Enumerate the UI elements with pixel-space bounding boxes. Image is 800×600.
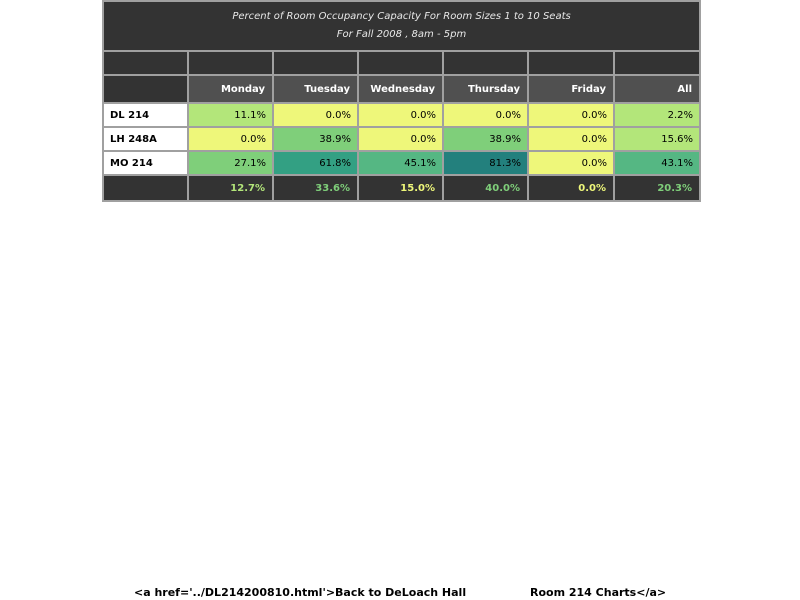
total-cell: 0.0%	[527, 174, 615, 202]
table-row: LH 248A 0.0% 38.9% 0.0% 38.9% 0.0% 15.6%	[102, 126, 702, 152]
column-header-row: Monday Tuesday Wednesday Thursday Friday…	[102, 74, 702, 104]
title-line-1: Percent of Room Occupancy Capacity For R…	[232, 11, 571, 22]
total-cell: 15.0%	[357, 174, 444, 202]
occupancy-cell: 43.1%	[612, 150, 702, 176]
table-row: MO 214 27.1% 61.8% 45.1% 81.3% 0.0% 43.1%	[102, 150, 702, 176]
occupancy-cell: 11.1%	[187, 102, 274, 128]
room-charts-link-text[interactable]: Room 214 Charts</a>	[530, 586, 667, 599]
occupancy-cell: 15.6%	[612, 126, 702, 152]
occupancy-cell: 0.0%	[272, 102, 359, 128]
column-header-monday: Monday	[187, 74, 274, 104]
column-header-friday: Friday	[527, 74, 615, 104]
column-header-tuesday: Tuesday	[272, 74, 359, 104]
column-header-thursday: Thursday	[442, 74, 529, 104]
spacer-row	[102, 50, 702, 76]
spacer-cell	[442, 50, 529, 76]
spacer-cell	[357, 50, 444, 76]
total-cell: 12.7%	[187, 174, 274, 202]
total-cell: 40.0%	[442, 174, 529, 202]
occupancy-cell: 0.0%	[527, 126, 615, 152]
row-label: MO 214	[102, 150, 189, 176]
spacer-cell	[187, 50, 274, 76]
spacer-cell	[102, 50, 189, 76]
column-header-wednesday: Wednesday	[357, 74, 444, 104]
total-cell: 33.6%	[272, 174, 359, 202]
spacer-cell	[612, 50, 702, 76]
spacer-cell	[527, 50, 615, 76]
occupancy-cell: 0.0%	[357, 126, 444, 152]
occupancy-cell: 2.2%	[612, 102, 702, 128]
row-label: LH 248A	[102, 126, 189, 152]
occupancy-table: Percent of Room Occupancy Capacity For R…	[101, 0, 702, 202]
occupancy-cell: 27.1%	[187, 150, 274, 176]
occupancy-cell: 0.0%	[357, 102, 444, 128]
title-line-2: For Fall 2008 , 8am - 5pm	[336, 29, 467, 40]
total-cell: 20.3%	[612, 174, 702, 202]
occupancy-cell: 45.1%	[357, 150, 444, 176]
totals-row: 12.7% 33.6% 15.0% 40.0% 0.0% 20.3%	[102, 174, 702, 202]
occupancy-cell: 38.9%	[442, 126, 529, 152]
occupancy-cell: 0.0%	[187, 126, 274, 152]
occupancy-cell: 0.0%	[527, 150, 615, 176]
title-row: Percent of Room Occupancy Capacity For R…	[101, 0, 702, 52]
occupancy-cell: 0.0%	[527, 102, 615, 128]
occupancy-cell: 61.8%	[272, 150, 359, 176]
occupancy-cell: 0.0%	[442, 102, 529, 128]
footer: <a href='../DL214200810.html'>Back to De…	[0, 586, 800, 600]
column-header-all: All	[612, 74, 702, 104]
occupancy-cell: 38.9%	[272, 126, 359, 152]
spacer-cell	[272, 50, 359, 76]
row-label: DL 214	[102, 102, 189, 128]
table-title: Percent of Room Occupancy Capacity For R…	[101, 0, 702, 52]
table-body: DL 214 11.1% 0.0% 0.0% 0.0% 0.0% 2.2% LH 248A 0.…	[102, 102, 702, 176]
back-to-deloach-link-text[interactable]: <a href='../DL214200810.html'>Back to De…	[134, 586, 467, 599]
totals-corner	[102, 174, 189, 202]
header-corner	[102, 74, 189, 104]
occupancy-cell: 81.3%	[442, 150, 529, 176]
table-row: DL 214 11.1% 0.0% 0.0% 0.0% 0.0% 2.2%	[102, 102, 702, 128]
